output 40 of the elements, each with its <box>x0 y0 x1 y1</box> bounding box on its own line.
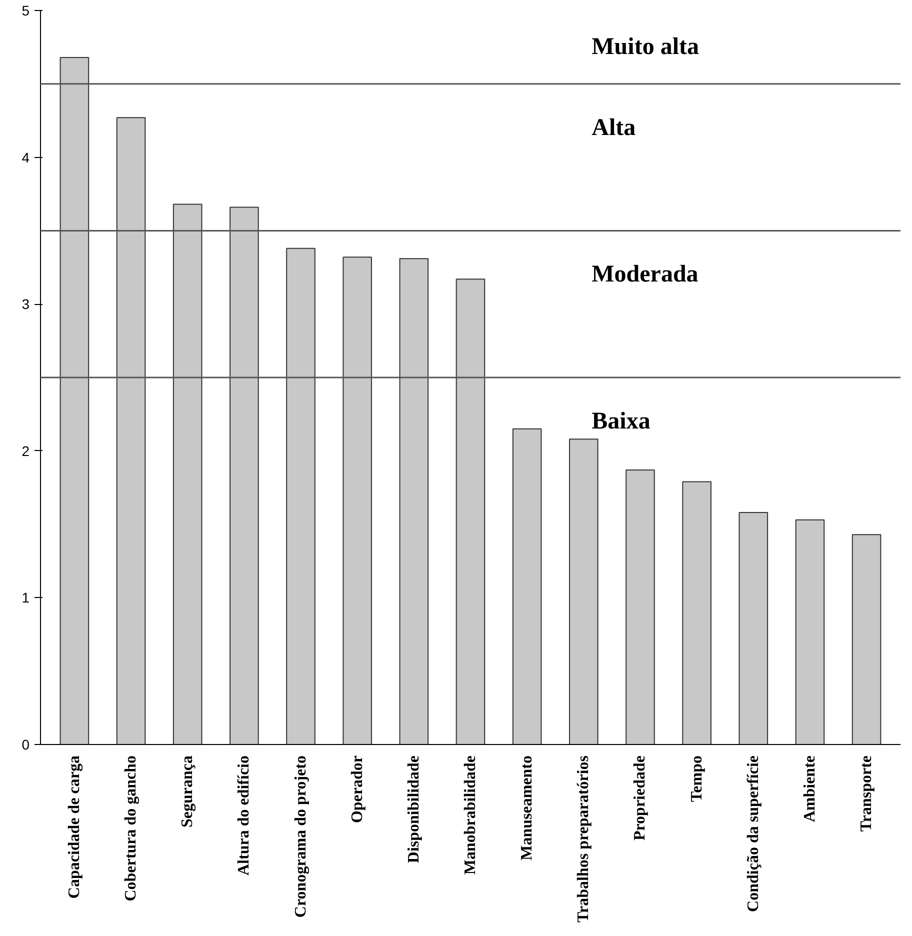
x-tick-label: Ambiente <box>801 756 818 822</box>
x-tick-label: Manobrabilidade <box>462 755 479 875</box>
annotation: Muito alta <box>592 34 699 60</box>
annotation: Alta <box>592 114 636 141</box>
x-tick-label: Tempo <box>688 756 706 802</box>
bar <box>399 258 429 744</box>
bar <box>60 56 90 744</box>
bar <box>569 438 598 744</box>
bar <box>116 117 146 744</box>
bar <box>286 248 316 744</box>
y-tick-label: 3 <box>22 296 30 312</box>
bar <box>795 519 825 744</box>
x-tick-label: Cronograma do projeto <box>292 756 310 918</box>
x-tick-label: Altura do edifício <box>236 755 253 876</box>
x-tick-label: Propriedade <box>632 756 649 841</box>
bar <box>172 204 202 744</box>
x-tick-label: Segurança <box>179 756 196 828</box>
y-tick-label: 0 <box>22 736 30 752</box>
bar <box>512 428 542 744</box>
annotation: Moderada <box>592 262 698 288</box>
y-tick-label: 1 <box>22 590 30 606</box>
y-tick-label: 4 <box>22 149 30 166</box>
x-tick-label: Disponibilidade <box>405 755 422 864</box>
bar <box>738 512 768 744</box>
bar <box>456 278 486 744</box>
x-tick-label: Transporte <box>858 756 876 832</box>
annotation: Baixa <box>592 408 650 435</box>
bar <box>852 534 882 744</box>
bar <box>342 256 372 744</box>
x-tick-label: Condição da superfície <box>744 755 762 912</box>
bar <box>626 469 655 744</box>
x-tick-label: Cobertura do gancho <box>122 756 140 902</box>
y-tick-label: 2 <box>22 442 30 459</box>
bar <box>682 481 712 744</box>
x-tick-label: Trabalhos preparatórios <box>575 756 592 922</box>
x-tick-label: Operador <box>348 756 366 824</box>
bar <box>230 206 259 744</box>
x-tick-label: Capacidade de carga <box>66 755 83 899</box>
x-tick-label: Manuseamento <box>518 755 536 860</box>
y-tick-label: 5 <box>22 2 30 18</box>
